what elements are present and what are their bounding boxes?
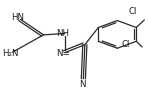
Text: Cl: Cl (128, 7, 137, 16)
Text: H₂N: H₂N (2, 49, 19, 58)
Text: Cl: Cl (122, 40, 130, 49)
Text: HN: HN (11, 13, 24, 22)
Text: NH: NH (56, 29, 69, 38)
Text: N: N (79, 80, 86, 89)
Text: N=: N= (56, 49, 70, 58)
